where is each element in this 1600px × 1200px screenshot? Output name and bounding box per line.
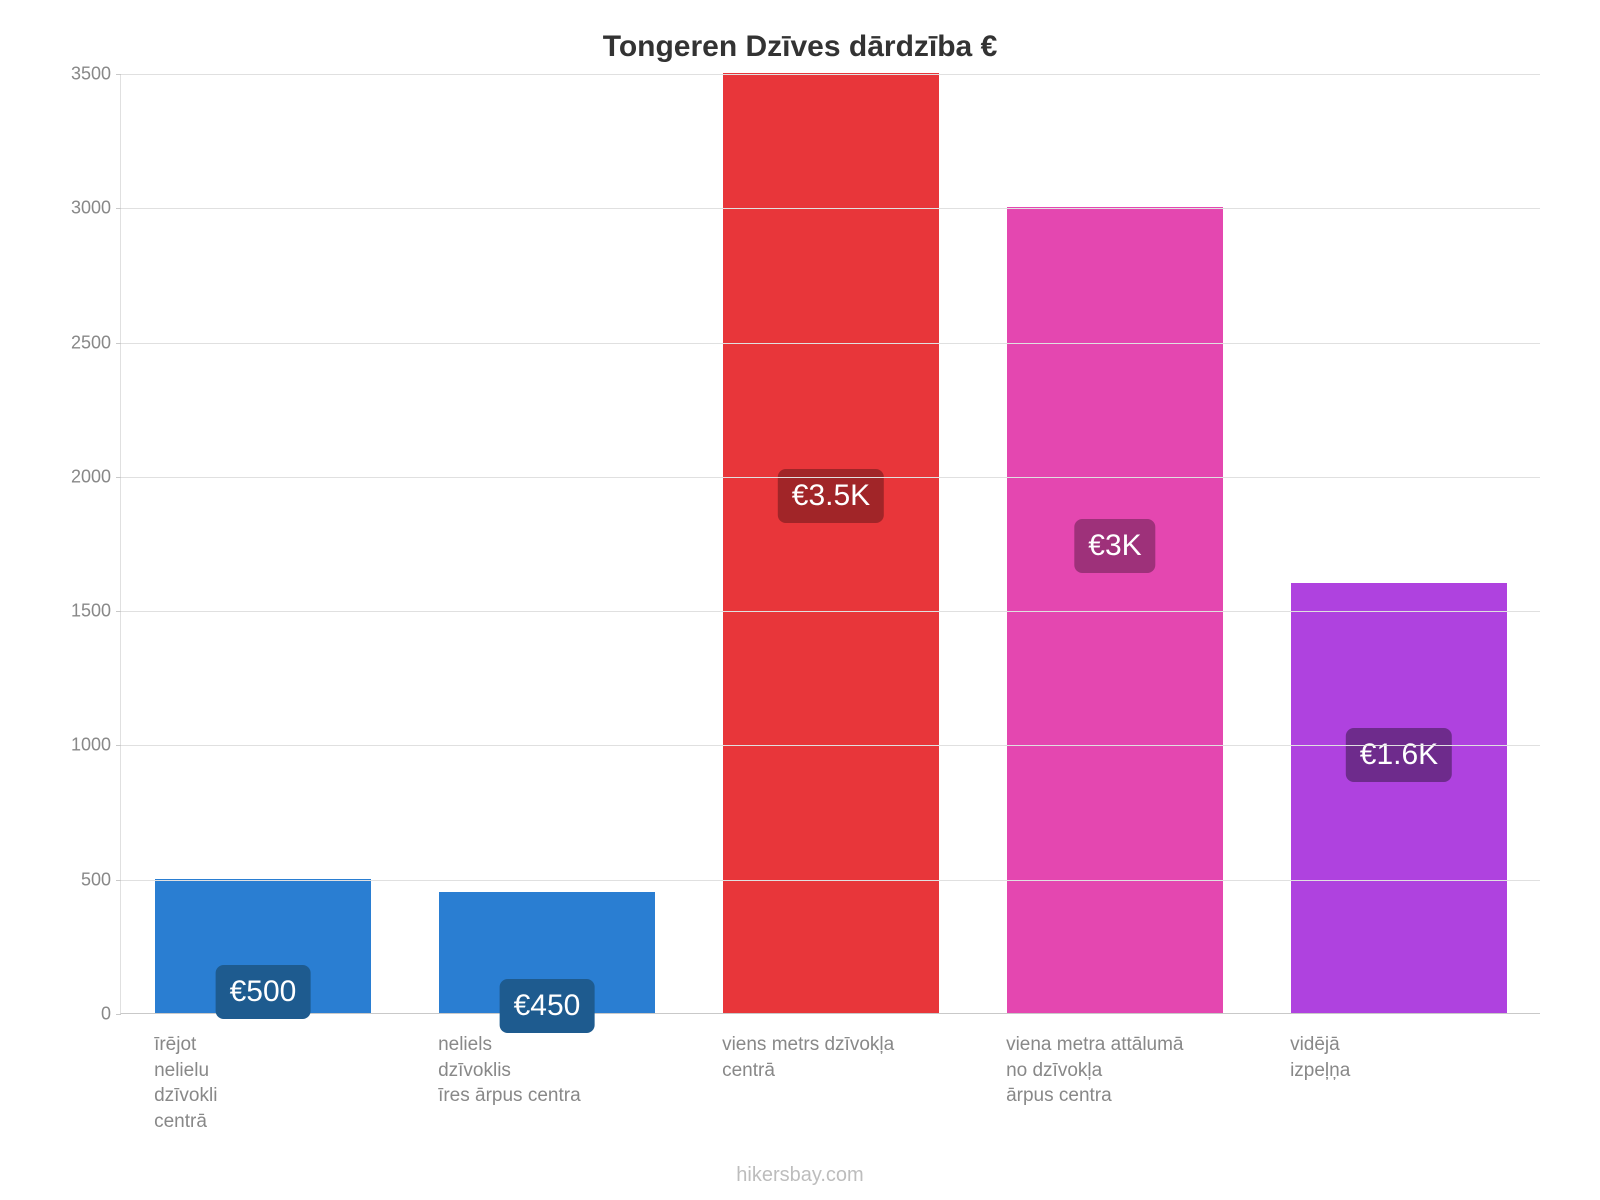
ytick-label: 500 — [51, 869, 111, 890]
bar: €1.6K — [1291, 583, 1507, 1013]
ytick-mark — [116, 880, 121, 881]
x-axis-label-line: nelielu — [154, 1058, 400, 1084]
x-axis-label: vidējāizpeļņa — [1290, 1032, 1536, 1083]
x-axis-label-line: viena metra attālumā — [1006, 1032, 1252, 1058]
x-axis-label-line: viens metrs dzīvokļa — [722, 1032, 968, 1058]
ytick-mark — [116, 477, 121, 478]
x-axis-label-line: dzīvokli — [154, 1083, 400, 1109]
bar: €450 — [439, 892, 655, 1013]
x-axis-label-line: ārpus centra — [1006, 1083, 1252, 1109]
ytick-label: 2500 — [51, 332, 111, 353]
x-axis-label-line: centrā — [722, 1058, 968, 1084]
bars-area: €500 €450 €3.5K €3K €1.6K — [121, 74, 1540, 1013]
bar-slot: €450 — [405, 74, 689, 1013]
x-axis-label: īrējotnelieludzīvoklicentrā — [154, 1032, 400, 1135]
gridline — [121, 343, 1540, 344]
ytick-mark — [116, 74, 121, 75]
bar-value-label: €3K — [1074, 519, 1155, 573]
bar: €500 — [155, 879, 371, 1013]
ytick-mark — [116, 745, 121, 746]
gridline — [121, 745, 1540, 746]
x-axis-label-line: īrējot — [154, 1032, 400, 1058]
gridline — [121, 880, 1540, 881]
x-axis-label: viens metrs dzīvokļacentrā — [722, 1032, 968, 1083]
bar-slot: €3K — [973, 74, 1257, 1013]
bar-slot: €1.6K — [1257, 74, 1541, 1013]
x-axis-label-line: neliels — [438, 1032, 684, 1058]
ytick-label: 2000 — [51, 466, 111, 487]
x-axis-label-line: dzīvoklis — [438, 1058, 684, 1084]
x-axis: īrējotnelieludzīvoklicentrānelielsdzīvok… — [120, 1014, 1540, 1154]
ytick-label: 1500 — [51, 601, 111, 622]
x-axis-label-line: centrā — [154, 1109, 400, 1135]
plot-area: €500€450€3.5K€3K€1.6K 050010001500200025… — [120, 74, 1540, 1014]
bar-slot: €500 — [121, 74, 405, 1013]
bar-value-label: €1.6K — [1346, 728, 1452, 782]
ytick-label: 0 — [51, 1004, 111, 1025]
x-axis-label: nelielsdzīvoklisīres ārpus centra — [438, 1032, 684, 1109]
plot-inner: €500€450€3.5K€3K€1.6K 050010001500200025… — [120, 74, 1540, 1014]
x-axis-label-line: no dzīvokļa — [1006, 1058, 1252, 1084]
bar-value-label: €500 — [216, 965, 311, 1019]
x-axis-label: viena metra attālumāno dzīvokļaārpus cen… — [1006, 1032, 1252, 1109]
x-axis-label-line: vidējā — [1290, 1032, 1536, 1058]
bar: €3K — [1007, 207, 1223, 1013]
bar: €3.5K — [723, 73, 939, 1013]
ytick-mark — [116, 343, 121, 344]
bar-slot: €3.5K — [689, 74, 973, 1013]
x-axis-label-line: īres ārpus centra — [438, 1083, 684, 1109]
gridline — [121, 477, 1540, 478]
gridline — [121, 74, 1540, 75]
footer-attribution: hikersbay.com — [40, 1164, 1560, 1187]
ytick-mark — [116, 208, 121, 209]
gridline — [121, 611, 1540, 612]
ytick-label: 3000 — [51, 198, 111, 219]
chart-container: Tongeren Dzīves dārdzība € €500 €450 €3.5K… — [0, 0, 1600, 1200]
chart-title: Tongeren Dzīves dārdzība € — [40, 30, 1560, 64]
gridline — [121, 208, 1540, 209]
ytick-label: 3500 — [51, 64, 111, 85]
ytick-label: 1000 — [51, 735, 111, 756]
x-axis-label-line: izpeļņa — [1290, 1058, 1536, 1084]
ytick-mark — [116, 611, 121, 612]
